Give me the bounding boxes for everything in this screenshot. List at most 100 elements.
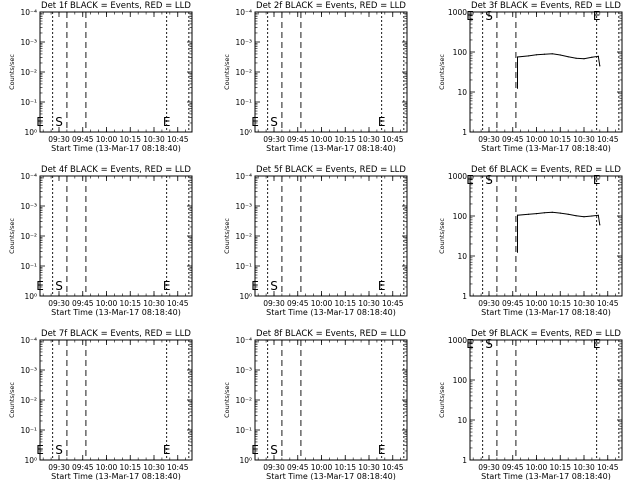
x-tick-label: 09:30 — [263, 135, 285, 144]
x-tick-label: 10:30 — [573, 135, 595, 144]
x-tick-label: 10:00 — [311, 463, 333, 472]
x-tick-label: 10:15 — [119, 299, 141, 308]
y-tick-label: 10⁻² — [20, 68, 37, 77]
plot-frame — [254, 175, 408, 297]
event-marker-e: E — [36, 443, 44, 457]
y-tick-label: 10⁻⁴ — [235, 172, 252, 181]
event-marker-s: S — [270, 279, 278, 293]
start-time-label: Start Time (13-Mar-17 08:18:40) — [51, 144, 181, 153]
detector-panel-5: Det 5f BLACK = Events, RED = LLD 10⁰ 10⁻¹ 1… — [223, 165, 408, 317]
event-marker-e: E — [466, 173, 474, 187]
x-tick-label: 10:00 — [96, 299, 118, 308]
plot-frame — [254, 11, 408, 133]
x-tick-label: 09:30 — [48, 299, 70, 308]
x-tick-label: 09:30 — [478, 463, 500, 472]
y-tick-label: 10⁻² — [235, 68, 252, 77]
y-tick-label: 10⁻¹ — [20, 98, 37, 107]
y-tick-label: 100 — [453, 48, 468, 57]
event-marker-e: E — [593, 9, 601, 23]
x-tick-label: 10:00 — [526, 299, 548, 308]
y-tick-label: 1000 — [448, 336, 467, 345]
event-marker-e: E — [36, 279, 44, 293]
panel-title: Det 1f BLACK = Events, RED = LLD — [41, 1, 191, 11]
y-tick-label: 10⁰ — [24, 456, 37, 465]
y-tick-label: 10⁻² — [20, 396, 37, 405]
y-tick-label: 10⁻³ — [20, 366, 37, 375]
data-point — [599, 224, 601, 226]
data-point — [535, 54, 538, 56]
detector-panel-2: Det 2f BLACK = Events, RED = LLD 10⁰ 10⁻¹ 1… — [223, 1, 408, 153]
x-tick-label: 10:15 — [549, 299, 571, 308]
plot-frame — [254, 339, 408, 461]
y-tick-label: 10⁻³ — [235, 366, 252, 375]
y-tick-label: 10⁻² — [235, 232, 252, 241]
event-marker-s: S — [55, 443, 63, 457]
data-point — [575, 57, 577, 59]
y-tick-label: 100 — [453, 376, 468, 385]
detector-panel-1: Det 1f BLACK = Events, RED = LLD 10⁰ 10⁻¹ 1… — [8, 1, 193, 153]
x-tick-label: 09:45 — [72, 299, 94, 308]
event-marker-s: S — [55, 279, 63, 293]
y-tick-label: 10 — [457, 416, 467, 425]
x-tick-label: 10:45 — [167, 463, 189, 472]
event-marker-s: S — [485, 173, 493, 187]
event-marker-e: E — [593, 337, 601, 351]
y-tick-label: 10⁰ — [239, 292, 252, 301]
y-tick-label: 10⁻¹ — [235, 262, 252, 271]
plot-frame — [39, 339, 193, 461]
x-tick-label: 10:45 — [382, 299, 404, 308]
data-point — [551, 211, 553, 213]
data-point — [559, 212, 561, 214]
event-marker-e: E — [378, 115, 386, 129]
data-point — [516, 214, 519, 216]
y-axis-label: Counts/sec — [8, 382, 16, 418]
y-axis-label: Counts/sec — [8, 54, 16, 90]
data-point — [597, 214, 599, 216]
event-marker-s: S — [485, 9, 493, 23]
detector-panel-4: Det 4f BLACK = Events, RED = LLD 10⁰ 10⁻¹ 1… — [8, 165, 193, 317]
detector-panel-3: Det 3f BLACK = Events, RED = LLD 1 10 100 10… — [438, 1, 623, 153]
y-tick-label: 10⁻² — [20, 232, 37, 241]
x-tick-label: 10:00 — [526, 135, 548, 144]
panel-title: Det 5f BLACK = Events, RED = LLD — [256, 165, 406, 175]
x-tick-label: 10:00 — [311, 135, 333, 144]
event-marker-e: E — [378, 443, 386, 457]
panel-title: Det 9f BLACK = Events, RED = LLD — [471, 329, 621, 339]
y-tick-label: 10⁻³ — [235, 202, 252, 211]
start-time-label: Start Time (13-Mar-17 08:18:40) — [266, 144, 396, 153]
plot-frame — [39, 175, 193, 297]
series-line — [517, 211, 601, 253]
x-tick-label: 09:30 — [263, 299, 285, 308]
y-axis-label: Counts/sec — [438, 54, 446, 90]
data-point — [583, 216, 585, 218]
detector-panel-6: Det 6f BLACK = Events, RED = LLD 1 10 100 10… — [438, 165, 623, 317]
y-tick-label: 1 — [462, 456, 467, 465]
x-tick-label: 09:45 — [72, 463, 94, 472]
panel-title: Det 7f BLACK = Events, RED = LLD — [41, 329, 191, 339]
data-point — [528, 213, 530, 215]
x-tick-label: 10:15 — [119, 135, 141, 144]
y-tick-label: 10 — [457, 88, 467, 97]
x-tick-label: 10:45 — [597, 135, 619, 144]
x-tick-label: 10:15 — [334, 299, 356, 308]
event-marker-s: S — [270, 443, 278, 457]
start-time-label: Start Time (13-Mar-17 08:18:40) — [51, 308, 181, 317]
y-tick-label: 10⁰ — [24, 292, 37, 301]
x-tick-label: 10:15 — [119, 463, 141, 472]
data-point — [535, 213, 538, 215]
data-point — [551, 53, 553, 55]
data-point — [543, 53, 546, 55]
start-time-label: Start Time (13-Mar-17 08:18:40) — [481, 308, 611, 317]
x-tick-label: 09:45 — [502, 135, 524, 144]
data-point — [543, 212, 546, 214]
y-tick-label: 10⁻⁴ — [235, 336, 252, 345]
y-tick-label: 10⁻² — [235, 396, 252, 405]
y-tick-label: 10⁻¹ — [20, 262, 37, 271]
event-marker-e: E — [466, 9, 474, 23]
x-tick-label: 09:30 — [478, 135, 500, 144]
x-tick-label: 09:45 — [72, 135, 94, 144]
panel-title: Det 3f BLACK = Events, RED = LLD — [471, 1, 621, 11]
x-tick-label: 10:30 — [358, 299, 380, 308]
x-tick-label: 09:45 — [502, 299, 524, 308]
